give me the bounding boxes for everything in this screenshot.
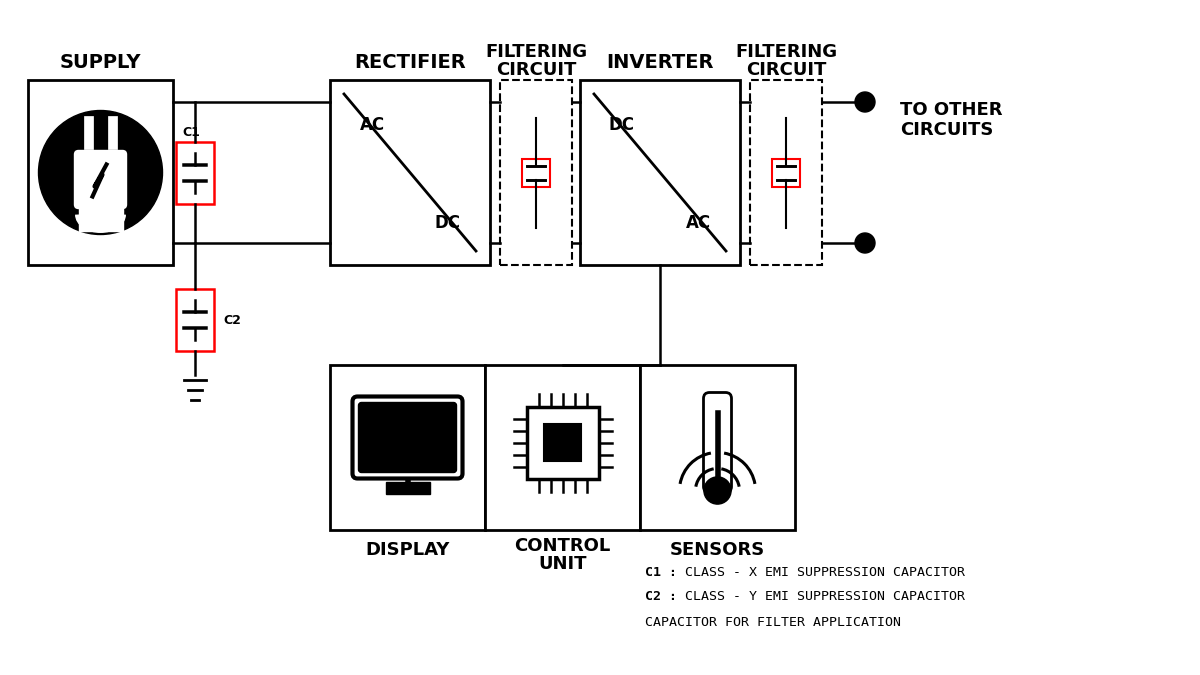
- Bar: [500, 80, 572, 265]
- Text: CIRCUIT: CIRCUIT: [746, 61, 826, 79]
- Text: AC: AC: [360, 116, 384, 134]
- Text: CLASS - Y EMI SUPPRESSION CAPACITOR: CLASS - Y EMI SUPPRESSION CAPACITOR: [677, 591, 965, 603]
- Bar: [640, 365, 796, 530]
- Circle shape: [854, 233, 875, 253]
- FancyBboxPatch shape: [74, 151, 126, 209]
- Text: CIRCUITS: CIRCUITS: [900, 121, 994, 139]
- Text: DC: DC: [436, 214, 461, 232]
- Text: CONTROL: CONTROL: [515, 537, 611, 555]
- Bar: [772, 159, 800, 186]
- Text: FILTERING: FILTERING: [734, 43, 838, 61]
- FancyBboxPatch shape: [359, 402, 456, 472]
- Bar: [176, 289, 214, 351]
- Text: AC: AC: [685, 214, 710, 232]
- Bar: [385, 481, 430, 493]
- Text: CLASS - X EMI SUPPRESSION CAPACITOR: CLASS - X EMI SUPPRESSION CAPACITOR: [677, 566, 965, 578]
- Bar: [485, 365, 640, 530]
- Circle shape: [38, 111, 162, 234]
- Text: CAPACITOR FOR FILTER APPLICATION: CAPACITOR FOR FILTER APPLICATION: [646, 616, 901, 628]
- FancyBboxPatch shape: [703, 392, 732, 493]
- Bar: [176, 142, 214, 203]
- Bar: [544, 424, 581, 461]
- Text: SUPPLY: SUPPLY: [60, 53, 142, 72]
- Text: TO OTHER: TO OTHER: [900, 101, 1002, 119]
- Text: C2 :: C2 :: [646, 591, 677, 603]
- Circle shape: [854, 92, 875, 112]
- Text: C1: C1: [182, 126, 200, 139]
- Bar: [750, 80, 822, 265]
- Text: INVERTER: INVERTER: [606, 53, 714, 72]
- Text: CIRCUIT: CIRCUIT: [496, 61, 576, 79]
- Bar: [527, 406, 599, 479]
- Text: DC: DC: [610, 116, 635, 134]
- Bar: [28, 80, 173, 265]
- Bar: [330, 365, 485, 530]
- Text: FILTERING: FILTERING: [485, 43, 587, 61]
- Text: SENSORS: SENSORS: [670, 541, 766, 559]
- Bar: [522, 159, 550, 186]
- Bar: [580, 80, 740, 265]
- Text: C1 :: C1 :: [646, 566, 677, 578]
- Bar: [330, 80, 490, 265]
- Text: RECTIFIER: RECTIFIER: [354, 53, 466, 72]
- Text: C2: C2: [223, 313, 241, 327]
- FancyBboxPatch shape: [353, 396, 462, 479]
- Text: DISPLAY: DISPLAY: [365, 541, 450, 559]
- Text: UNIT: UNIT: [539, 555, 587, 573]
- Bar: [78, 175, 122, 211]
- Circle shape: [704, 477, 731, 504]
- Bar: [78, 211, 122, 230]
